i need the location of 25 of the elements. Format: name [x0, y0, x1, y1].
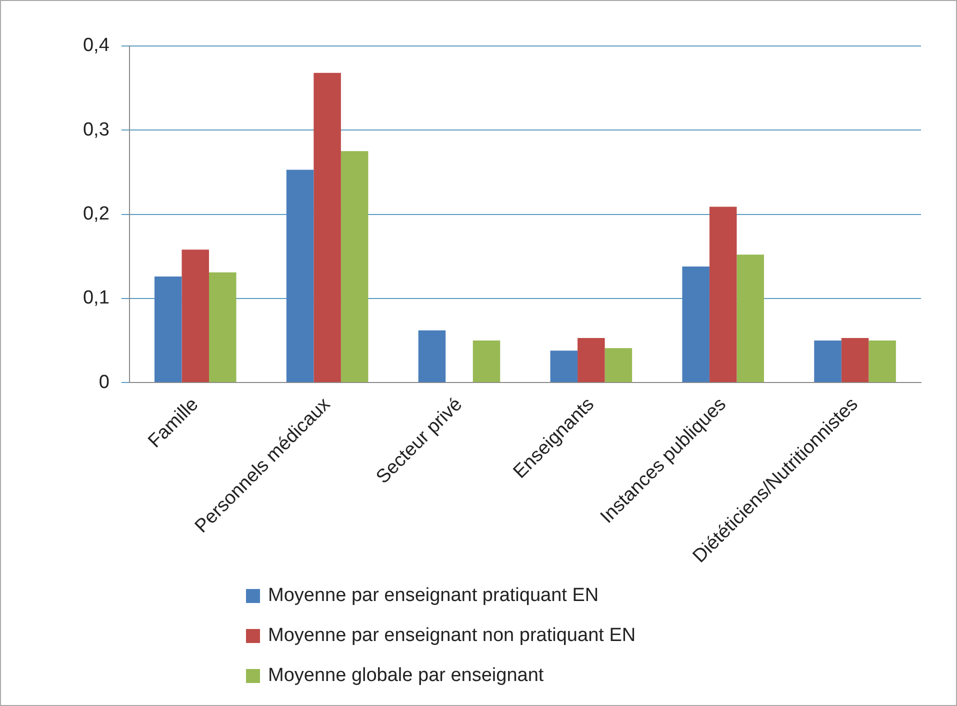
bar — [578, 338, 605, 382]
legend-label: Moyenne par enseignant non pratiquant EN — [268, 625, 636, 647]
bar — [418, 330, 446, 382]
y-tick-label: 0 — [98, 372, 110, 393]
bar — [340, 151, 368, 382]
bar — [286, 170, 314, 382]
bar — [709, 206, 737, 382]
bar — [182, 250, 210, 382]
bar — [472, 340, 500, 382]
bar — [209, 272, 236, 382]
bar — [154, 276, 182, 382]
y-tick-label: 0,3 — [82, 119, 110, 140]
y-tick-label: 0,2 — [82, 204, 110, 225]
legend-label: Moyenne globale par enseignant — [268, 665, 544, 687]
bar — [604, 348, 632, 382]
bar — [814, 340, 842, 382]
bar — [314, 72, 341, 382]
bar — [736, 254, 764, 382]
bar — [682, 266, 710, 382]
bar — [841, 338, 869, 382]
y-tick-label: 0,1 — [82, 288, 110, 309]
legend-label: Moyenne par enseignant pratiquant EN — [268, 585, 599, 607]
bar — [868, 340, 896, 382]
bar — [550, 350, 578, 382]
y-tick-label: 0,4 — [82, 35, 110, 56]
